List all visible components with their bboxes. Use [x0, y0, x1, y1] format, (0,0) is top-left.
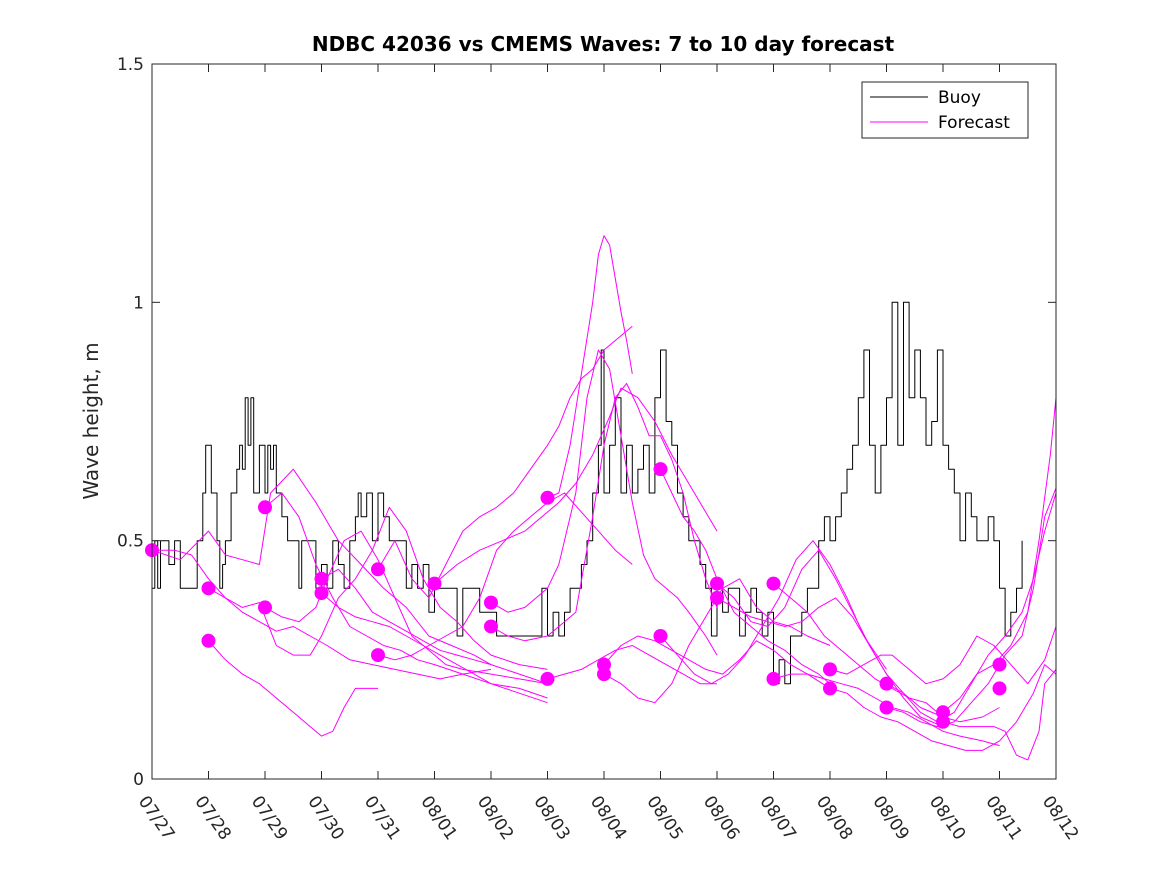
y-tick-label: 1.5	[117, 55, 144, 75]
forecast-series-line	[264, 492, 548, 704]
x-tick-label: 08/05	[642, 792, 686, 844]
forecast-series-line	[942, 397, 1056, 713]
forecast-series-line	[829, 626, 1056, 685]
forecast-start-marker	[314, 586, 329, 601]
forecast-series-line	[152, 468, 492, 666]
forecast-start-marker	[201, 633, 216, 648]
x-tick-label: 08/03	[529, 792, 573, 844]
forecast-series-line	[434, 387, 718, 584]
forecast-series-line	[942, 669, 1056, 761]
y-tick-label: 1	[133, 293, 144, 313]
x-tick-label: 08/01	[416, 792, 460, 844]
forecast-series-line	[829, 664, 1056, 751]
forecast-series-line	[603, 635, 831, 689]
forecast-start-marker	[823, 662, 837, 677]
forecast-series-line	[208, 640, 378, 737]
forecast-series-line	[157, 549, 492, 680]
forecast-start-marker	[710, 576, 724, 591]
forecast-start-marker	[484, 595, 498, 610]
forecast-series-line	[716, 549, 944, 718]
forecast-start-marker	[823, 681, 837, 696]
forecast-series-line	[490, 349, 718, 656]
forecast-series-line	[660, 540, 887, 685]
legend-forecast-label: Forecast	[938, 113, 1010, 133]
x-tick-label: 08/12	[1038, 792, 1082, 844]
forecast-start-marker	[540, 671, 555, 686]
forecast-start-marker	[936, 714, 950, 729]
forecast-start-marker	[766, 671, 781, 686]
x-tick-label: 08/09	[868, 792, 912, 844]
forecast-series-line	[264, 530, 548, 685]
x-tick-label: 07/29	[247, 792, 291, 844]
chart-title: NDBC 42036 vs CMEMS Waves: 7 to 10 day f…	[312, 32, 895, 56]
forecast-series-line	[547, 235, 633, 499]
x-tick-label: 08/11	[981, 792, 1025, 844]
forecast-start-marker	[766, 576, 781, 591]
y-axis: 0 0.5 1 1.5	[117, 55, 1056, 790]
forecast-start-marker	[597, 667, 611, 682]
forecast-series-line	[886, 488, 1056, 728]
forecast-start-marker	[879, 700, 894, 715]
x-tick-label: 07/28	[190, 792, 234, 844]
forecast-start-marker	[992, 657, 1007, 672]
legend-buoy-label: Buoy	[938, 88, 981, 108]
forecast-start-marker	[371, 562, 385, 577]
forecast-start-marker	[427, 576, 442, 591]
x-tick-label: 08/08	[812, 792, 856, 844]
y-axis-label: Wave height, m	[79, 342, 103, 499]
forecast-start-marker	[201, 581, 216, 596]
marker-layer	[145, 462, 1007, 729]
x-tick-label: 08/07	[755, 792, 799, 844]
x-tick-label: 07/27	[134, 792, 178, 844]
legend-box	[861, 81, 1029, 139]
y-tick-label: 0.5	[117, 532, 144, 552]
buoy-series-line	[152, 301, 1023, 685]
forecast-series-line	[886, 492, 1056, 723]
forecast-start-marker	[314, 571, 329, 586]
forecast-start-marker	[484, 619, 498, 634]
x-tick-label: 08/06	[699, 792, 743, 844]
x-tick-label: 07/30	[303, 792, 347, 844]
forecast-series-line	[660, 468, 831, 685]
forecast-series-line	[547, 645, 717, 685]
forecast-series-line	[377, 492, 633, 661]
y-tick-label: 0	[133, 770, 144, 790]
forecast-series-line	[321, 592, 548, 699]
forecast-start-marker	[653, 462, 668, 477]
x-tick-label: 08/04	[586, 792, 630, 844]
x-tick-label: 08/02	[473, 792, 517, 844]
forecast-start-marker	[879, 676, 894, 691]
x-tick-label: 07/31	[360, 792, 404, 844]
forecast-start-marker	[371, 648, 385, 663]
forecast-series-line	[490, 382, 718, 642]
forecast-series-line	[716, 597, 944, 728]
forecast-start-marker	[653, 629, 668, 643]
forecast-start-marker	[540, 490, 555, 505]
forecast-start-marker	[710, 590, 724, 605]
series-layer	[152, 235, 1056, 761]
legend: Buoy Forecast	[861, 81, 1029, 139]
x-tick-label: 08/10	[925, 792, 969, 844]
forecast-start-marker	[258, 600, 272, 615]
forecast-start-marker	[258, 500, 272, 515]
forecast-start-marker	[992, 681, 1007, 696]
forecast-series-line	[321, 568, 548, 685]
